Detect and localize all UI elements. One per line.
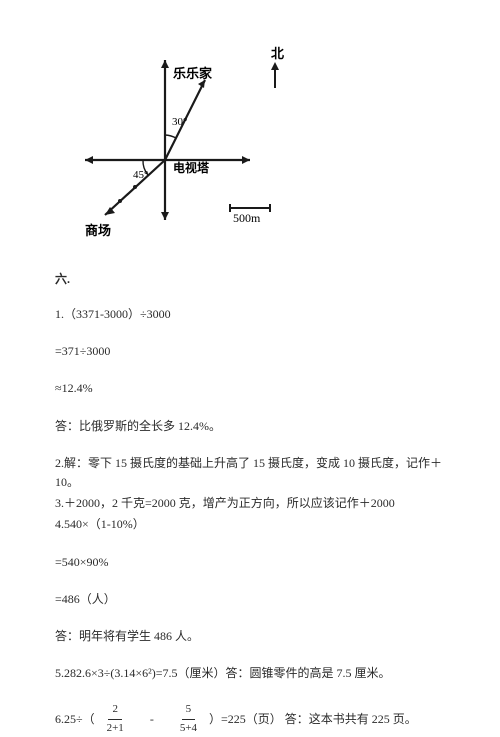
angle2-label: 45° [133, 169, 148, 181]
frac1-den: 2+1 [103, 720, 128, 737]
line-1: 1.（3371-3000）÷3000 [55, 305, 445, 324]
frac1-num: 2 [108, 701, 122, 720]
frac2-num: 5 [182, 701, 196, 720]
line-3: ≈12.4% [55, 379, 445, 398]
line-5: 2.解：零下 15 摄氏度的基础上升高了 15 摄氏度，变成 10 摄氏度，记作… [55, 454, 445, 492]
line-12b: - [150, 710, 154, 729]
tower-label: 电视塔 [173, 160, 210, 175]
line-7: 4.540×（1-10%） [55, 515, 445, 534]
compass-diagram: 北 乐乐家 电视塔 商场 500m 30° 45° [75, 40, 295, 240]
line-11: 5.282.6×3÷(3.14×6²)=7.5（厘米）答：圆锥零件的高是 7.5… [55, 664, 445, 683]
line-12a: 6.25÷（ [55, 710, 95, 729]
section-heading: 六. [55, 270, 445, 287]
north-label: 北 [271, 46, 284, 61]
scale-label: 500m [233, 211, 261, 225]
line-9: =486（人） [55, 590, 445, 609]
line-2: =371÷3000 [55, 342, 445, 361]
line-10: 答：明年将有学生 486 人。 [55, 627, 445, 646]
home-label: 乐乐家 [173, 66, 213, 81]
angle1-label: 30° [172, 116, 187, 128]
line-6: 3.＋2000，2 千克=2000 克，增产为正方向，所以应该记作＋2000 [55, 494, 445, 513]
line-8: =540×90% [55, 553, 445, 572]
frac2-den: 5+4 [176, 720, 201, 737]
mall-label: 商场 [85, 223, 111, 238]
line-4: 答：比俄罗斯的全长多 12.4%。 [55, 417, 445, 436]
line-12c: ）=225（页） 答：这本书共有 225 页。 [209, 710, 417, 729]
